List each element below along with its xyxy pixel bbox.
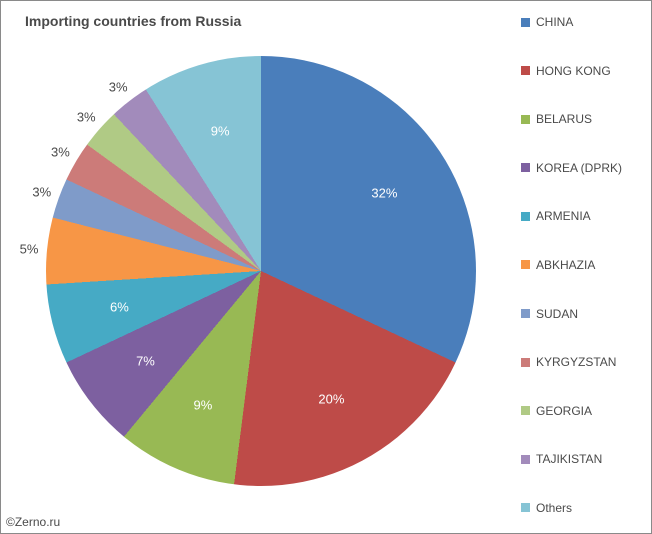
- legend-swatch: [521, 66, 530, 75]
- legend-label: CHINA: [536, 15, 573, 29]
- pie-chart: [46, 56, 476, 486]
- legend-item: HONG KONG: [521, 64, 641, 78]
- legend-swatch: [521, 163, 530, 172]
- pie-chart-area: 32%20%9%7%6%5%3%3%3%3%9%: [1, 1, 521, 534]
- legend-item: KYRGYZSTAN: [521, 355, 641, 369]
- legend-swatch: [521, 358, 530, 367]
- legend-item: GEORGIA: [521, 404, 641, 418]
- legend-label: GEORGIA: [536, 404, 592, 418]
- legend-item: TAJIKISTAN: [521, 452, 641, 466]
- pie-slice-label: 3%: [32, 185, 51, 200]
- legend-label: SUDAN: [536, 307, 578, 321]
- legend-label: KYRGYZSTAN: [536, 355, 616, 369]
- legend-swatch: [521, 260, 530, 269]
- legend-swatch: [521, 455, 530, 464]
- legend-item: KOREA (DPRK): [521, 161, 641, 175]
- legend-item: ABKHAZIA: [521, 258, 641, 272]
- legend-swatch: [521, 212, 530, 221]
- legend-swatch: [521, 503, 530, 512]
- legend-swatch: [521, 309, 530, 318]
- legend-label: BELARUS: [536, 112, 592, 126]
- legend-item: BELARUS: [521, 112, 641, 126]
- pie-slice-label: 5%: [20, 242, 39, 257]
- legend-item: CHINA: [521, 15, 641, 29]
- legend-item: SUDAN: [521, 307, 641, 321]
- legend-swatch: [521, 115, 530, 124]
- chart-container: Importing countries from Russia ©Zerno.r…: [0, 0, 652, 534]
- legend-label: ARMENIA: [536, 209, 591, 223]
- legend-label: HONG KONG: [536, 64, 611, 78]
- legend-label: ABKHAZIA: [536, 258, 595, 272]
- pie-slice-label: 3%: [51, 145, 70, 160]
- legend-item: Others: [521, 501, 641, 515]
- pie-slice-label: 3%: [77, 109, 96, 124]
- legend-item: ARMENIA: [521, 209, 641, 223]
- pie-slice-label: 3%: [109, 79, 128, 94]
- legend-label: TAJIKISTAN: [536, 452, 602, 466]
- legend-label: Others: [536, 501, 572, 515]
- legend-label: KOREA (DPRK): [536, 161, 622, 175]
- legend-swatch: [521, 18, 530, 27]
- legend-swatch: [521, 406, 530, 415]
- legend: CHINA HONG KONG BELARUS KOREA (DPRK) ARMENIA…: [521, 15, 641, 515]
